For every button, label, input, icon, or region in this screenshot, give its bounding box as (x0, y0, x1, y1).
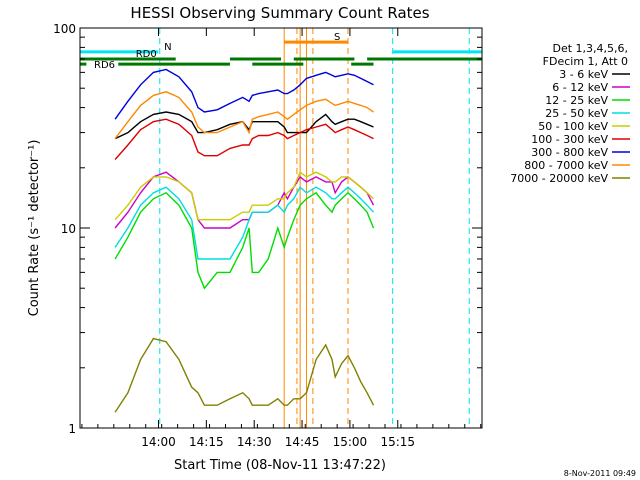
x-axis-label: Start Time (08-Nov-11 13:47:22) (174, 458, 386, 473)
y-tick-label-0: 1 (68, 422, 76, 436)
x-tick-label-1: 14:15 (189, 435, 224, 449)
legend-header-1: FDecim 1, Att 0 (543, 55, 628, 68)
series-line-8 (114, 337, 375, 413)
series-line-2 (114, 191, 375, 290)
series-line-6 (114, 68, 374, 120)
y-axis-label: Count Rate (s⁻¹ detector⁻¹) (27, 140, 42, 317)
chart-title: HESSI Observing Summary Count Rates (130, 4, 429, 22)
series-line-1 (114, 171, 375, 229)
y-tick-label-1: 10 (61, 222, 76, 236)
plot-area: N RD0 RD6 S (80, 28, 482, 428)
legend-entry-3: 25 - 50 keV (545, 107, 608, 120)
band-label-rd0: RD0 (136, 49, 157, 60)
generation-timestamp: 8-Nov-2011 09:49 (564, 469, 636, 478)
series-line-5 (114, 118, 374, 160)
legend: Det 1,3,4,5,6,FDecim 1, Att 03 - 6 keV6 … (510, 42, 630, 185)
x-tick-label-5: 15:15 (380, 435, 415, 449)
legend-entry-0: 3 - 6 keV (559, 68, 608, 81)
band-label-n: N (164, 42, 171, 53)
plot-frame (79, 27, 483, 429)
x-tick-label-2: 14:30 (237, 435, 272, 449)
series-line-3 (114, 186, 375, 260)
x-tick-label-4: 15:00 (333, 435, 368, 449)
legend-header-0: Det 1,3,4,5,6, (552, 42, 628, 55)
x-tick-label-0: 14:00 (141, 435, 176, 449)
legend-entry-5: 100 - 300 keV (531, 133, 608, 146)
legend-entry-2: 12 - 25 keV (545, 94, 608, 107)
legend-entry-6: 300 - 800 keV (531, 146, 608, 159)
series-line-7 (114, 91, 374, 140)
legend-entry-4: 50 - 100 keV (538, 120, 608, 133)
legend-entry-7: 800 - 7000 keV (524, 159, 608, 172)
series-line-4 (114, 171, 374, 221)
series-line-0 (114, 111, 374, 140)
axes: 14:00 14:15 14:30 14:45 15:00 15:15 1 10 100 (53, 22, 482, 449)
legend-entry-1: 6 - 12 keV (552, 81, 608, 94)
band-label-s: S (334, 32, 340, 43)
legend-entry-8: 7000 - 20000 keV (510, 172, 608, 185)
y-tick-label-2: 100 (53, 22, 76, 36)
x-tick-label-3: 14:45 (285, 435, 320, 449)
band-label-rd6: RD6 (94, 60, 115, 71)
